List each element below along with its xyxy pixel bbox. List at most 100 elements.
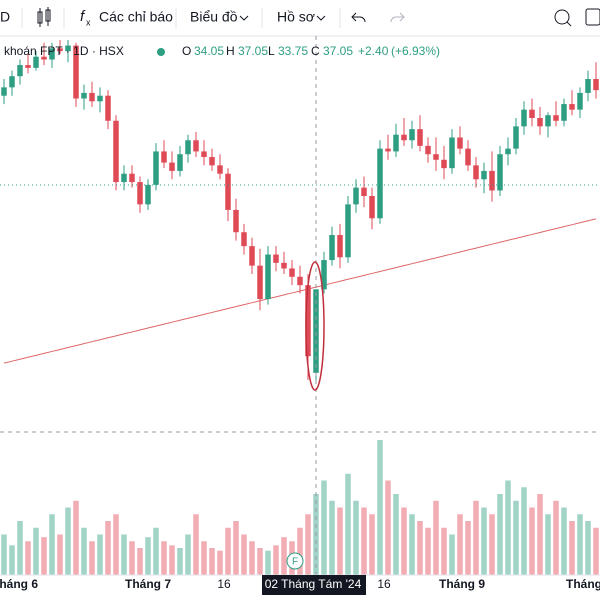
volume-bar	[329, 500, 335, 575]
candle-body	[593, 79, 599, 91]
candles-icon[interactable]	[37, 7, 51, 27]
candle-body	[89, 92, 95, 102]
candle-body	[329, 235, 335, 261]
candle-body	[97, 95, 103, 102]
volume-bar	[169, 545, 175, 575]
search-button[interactable]	[554, 9, 570, 25]
candle-body	[489, 170, 495, 191]
volume-bar	[1, 534, 7, 575]
volume-bar	[481, 507, 487, 575]
candle-body	[153, 151, 159, 185]
candle-body	[385, 148, 391, 152]
candle-body	[361, 187, 367, 196]
volume-bar	[113, 514, 119, 575]
volume-bar	[465, 521, 471, 575]
candle-body	[17, 65, 23, 77]
ohlc-value: 33.75	[278, 44, 308, 58]
candle-body	[233, 209, 239, 233]
fx-icon: f	[80, 8, 86, 25]
ohlc-value: 34.05	[194, 44, 224, 58]
candle-body	[297, 276, 303, 286]
undo-button[interactable]	[351, 12, 366, 23]
event-marker[interactable]	[286, 552, 304, 570]
volume-bar	[65, 507, 71, 575]
symbol-title: khoán FPT · 1D · HSX	[4, 44, 124, 58]
volume-bar	[585, 521, 591, 575]
candle-body	[417, 129, 423, 146]
ohlc-letter: L	[268, 44, 275, 58]
ohlc-legend: O 34.05 H 37.05 L 33.75 C 37.05 +2.40 (+6.93%)	[182, 44, 440, 58]
volume-bar	[89, 541, 95, 575]
candle-body	[369, 196, 375, 219]
volume-bar	[209, 548, 215, 575]
screenshot-button[interactable]	[585, 8, 600, 26]
volume-bar	[177, 548, 183, 575]
volume-bar	[425, 527, 431, 575]
volume-bar	[409, 514, 415, 575]
candle-body	[409, 129, 415, 141]
candle-body	[57, 48, 63, 52]
volume-bar	[377, 440, 383, 575]
volume-bar	[593, 527, 599, 575]
candle-body	[1, 87, 7, 96]
volume-bar	[81, 527, 87, 575]
candle-body	[465, 148, 471, 166]
volume-bar	[57, 534, 63, 575]
volume-bar	[121, 534, 127, 575]
event-marker-label: F	[292, 557, 298, 568]
volume-bar	[321, 480, 327, 575]
candle-body	[441, 159, 447, 169]
volume-bar	[241, 534, 247, 575]
toolbar	[0, 0, 600, 36]
volume-bar	[137, 548, 143, 575]
candle-body	[545, 115, 551, 127]
candle-body	[553, 115, 559, 121]
candle-body	[41, 56, 47, 60]
volume-bar	[41, 537, 47, 575]
volume-bar	[497, 494, 503, 575]
volume-bar	[281, 537, 287, 575]
candle-body	[193, 140, 199, 152]
volume-bar	[569, 521, 575, 575]
candle-body	[457, 137, 463, 149]
volume-bar	[457, 514, 463, 575]
candle-body	[113, 120, 119, 183]
volume-bar	[265, 550, 271, 575]
volume-bar	[9, 545, 15, 575]
volume-bar	[225, 527, 231, 575]
candle-body	[121, 173, 127, 183]
volume-bar	[297, 527, 303, 575]
volume-bar	[369, 514, 375, 575]
profile-button[interactable]: Hồ sơ	[277, 9, 315, 25]
candle-body	[529, 109, 535, 118]
candle-body	[337, 235, 343, 258]
change-percent: (+6.93%)	[391, 44, 440, 58]
candle-body	[49, 48, 55, 60]
volume-bar	[489, 514, 495, 575]
redo-button[interactable]	[390, 12, 405, 23]
indicators-button[interactable]: Các chỉ báo	[99, 9, 173, 25]
volume-bar	[17, 521, 23, 575]
plot-area	[1, 40, 599, 575]
candle-body	[481, 170, 487, 180]
ohlc-letter: H	[226, 44, 235, 58]
fx-icon-sub: x	[86, 17, 91, 27]
candle-body	[505, 148, 511, 155]
volume-bar	[161, 541, 167, 575]
candle-body	[129, 173, 135, 183]
chart-menu-button[interactable]: Biểu đồ	[190, 9, 238, 25]
volume-bar	[105, 521, 111, 575]
candle-body	[585, 79, 591, 93]
volume-bar	[201, 541, 207, 575]
market-status	[157, 48, 165, 56]
candle-body	[513, 126, 519, 149]
volume-bar	[305, 514, 311, 575]
interval-button[interactable]: D	[0, 9, 10, 25]
volume-bar	[505, 480, 511, 575]
candle-body	[289, 268, 295, 277]
volume-bar	[233, 521, 239, 575]
candle-body	[161, 151, 167, 163]
volume-bar	[185, 534, 191, 575]
candle-body	[185, 140, 191, 155]
